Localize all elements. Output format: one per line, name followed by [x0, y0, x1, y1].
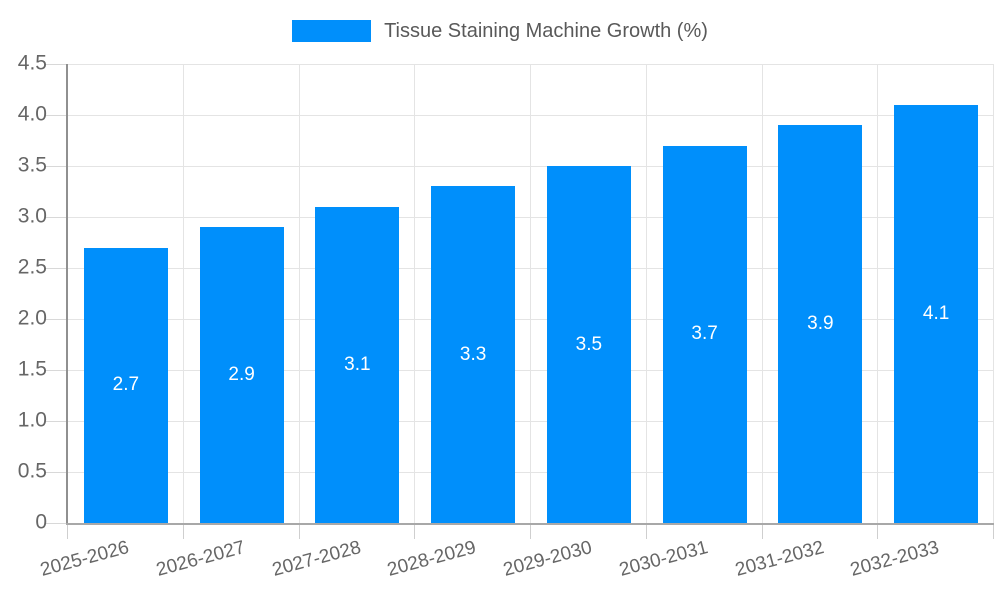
bar: [546, 166, 631, 523]
x-gridline: [645, 64, 647, 523]
y-tick: [46, 472, 66, 473]
y-tick-label: 2.0: [17, 306, 47, 330]
bar-value-label: 2.7: [112, 374, 140, 396]
y-gridline: [68, 217, 994, 218]
bar: [431, 186, 516, 523]
x-tick: [761, 525, 763, 539]
plot-area: 0 0.5 1.0 1.5 2.0 2.5 3.0 3.5 4.0 4.5 2.7 2.9 3.1 3.3…: [18, 52, 994, 581]
bar: [778, 125, 863, 523]
x-tick: [993, 525, 994, 539]
y-tick-label: 4.5: [17, 51, 47, 75]
x-gridline: [414, 64, 416, 523]
bar: [315, 206, 400, 523]
y-tick: [46, 421, 66, 422]
x-gridline: [182, 64, 184, 523]
legend-swatch: [292, 20, 372, 42]
x-gridline: [993, 64, 994, 523]
x-tick: [414, 525, 416, 539]
bar-value-label: 3.1: [344, 353, 371, 375]
x-tick-label: 2028-2029: [385, 537, 479, 581]
y-tick-label: 3.5: [17, 153, 47, 177]
bar-value-label: 2.9: [228, 364, 255, 386]
y-gridline: [68, 370, 994, 371]
x-tick-label: 2027-2028: [269, 537, 363, 581]
y-tick-label: 3.0: [17, 204, 47, 228]
bar-value-label: 4.1: [922, 302, 950, 324]
x-axis-line: [66, 523, 994, 525]
x-tick: [645, 525, 647, 539]
y-gridline: [68, 64, 994, 65]
x-gridline: [298, 64, 300, 523]
x-tick: [877, 525, 879, 539]
bar-value-label: 3.7: [691, 323, 718, 345]
y-tick-label: 0: [35, 510, 47, 534]
y-tick: [46, 166, 66, 167]
y-tick: [46, 523, 66, 524]
x-tick: [530, 525, 531, 539]
bar-value-label: 3.5: [575, 333, 603, 355]
x-gridline: [761, 64, 763, 523]
y-gridline: [68, 319, 994, 320]
legend-label: Tissue Staining Machine Growth (%): [384, 19, 708, 42]
y-gridline: [68, 472, 994, 473]
y-gridline: [68, 421, 994, 422]
x-tick-label: 2029-2030: [501, 537, 595, 581]
legend: Tissue Staining Machine Growth (%): [0, 18, 1000, 44]
x-tick: [182, 525, 184, 539]
bar: [662, 145, 747, 523]
y-tick: [46, 268, 66, 269]
y-tick-label: 2.5: [17, 255, 47, 279]
y-gridline: [68, 166, 994, 167]
x-gridline: [530, 64, 531, 523]
y-axis-line: [66, 64, 68, 525]
x-tick-label: 2025-2026: [38, 537, 132, 581]
y-tick-label: 1.5: [17, 357, 47, 381]
bar-value-label: 3.9: [807, 313, 834, 335]
x-tick-label: 2032-2033: [848, 537, 942, 581]
y-tick-label: 1.0: [17, 408, 47, 432]
bar: [83, 247, 168, 523]
x-gridline: [877, 64, 879, 523]
bar: [894, 104, 979, 523]
y-tick-label: 4.0: [17, 102, 47, 126]
y-tick: [46, 64, 66, 65]
x-tick-label: 2026-2027: [153, 537, 248, 581]
x-tick: [298, 525, 300, 539]
x-tick-label: 2030-2031: [616, 537, 711, 581]
y-gridline: [68, 115, 994, 116]
x-tick: [67, 525, 68, 539]
bar: [199, 227, 284, 523]
x-tick-label: 2031-2032: [732, 537, 826, 581]
y-tick-label: 0.5: [17, 459, 47, 483]
y-tick: [46, 370, 66, 371]
y-tick: [46, 217, 66, 218]
y-tick: [46, 115, 66, 116]
y-gridline: [68, 268, 994, 269]
y-tick: [46, 319, 66, 320]
bar-value-label: 3.3: [459, 343, 487, 365]
